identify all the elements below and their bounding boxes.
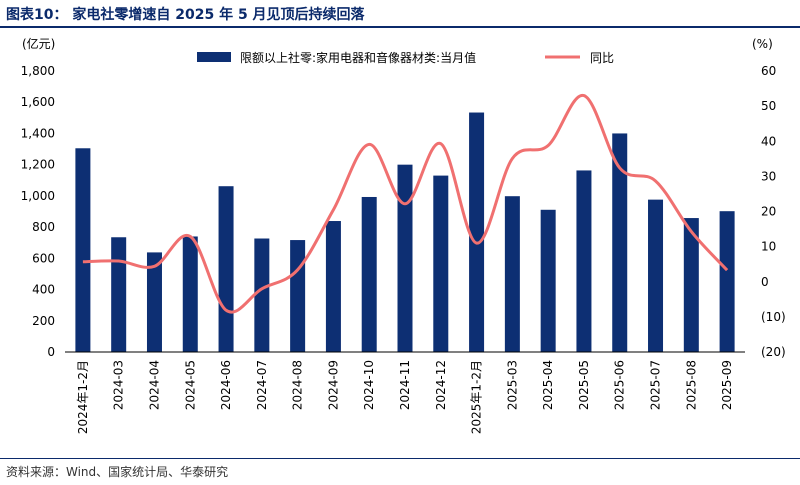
bar bbox=[648, 199, 664, 352]
bar bbox=[111, 237, 127, 352]
x-tick-label: 2025-08 bbox=[684, 360, 698, 410]
y-right-tick-label: 20 bbox=[761, 205, 776, 219]
y-right-tick-label: (10) bbox=[761, 310, 786, 324]
y-right-tick-label: 40 bbox=[761, 134, 776, 148]
y-left-tick-label: 1,400 bbox=[21, 126, 55, 140]
x-tick-label: 2025-03 bbox=[505, 360, 519, 410]
bar bbox=[576, 170, 592, 352]
legend: 限额以上社零:家用电器和音像器材类:当月值 同比 bbox=[197, 50, 614, 65]
y-left-tick-label: 800 bbox=[32, 220, 55, 234]
legend-line-label: 同比 bbox=[590, 51, 614, 65]
x-tick-label: 2024-05 bbox=[183, 360, 197, 410]
y-left-tick-label: 200 bbox=[32, 314, 55, 328]
line-series bbox=[82, 94, 729, 314]
bar bbox=[361, 196, 377, 352]
y-right-tick-label: 50 bbox=[761, 99, 776, 113]
bar bbox=[182, 236, 198, 352]
bar bbox=[254, 238, 270, 352]
source-divider bbox=[0, 458, 800, 459]
x-tick-label: 2024-12 bbox=[434, 360, 448, 410]
y-right-tick-label: 60 bbox=[761, 64, 776, 78]
bar bbox=[433, 175, 449, 352]
y-right-axis-label: (%) bbox=[752, 37, 773, 51]
y-left-tick-label: 400 bbox=[32, 283, 55, 297]
x-tick-label: 2024年1-2月 bbox=[76, 360, 90, 434]
bar bbox=[469, 112, 485, 352]
bar bbox=[325, 221, 341, 352]
yoy-line bbox=[82, 94, 729, 314]
y-left-axis-ticks: 0 200 400 600 800 1,000 1,200 1,400 1,600 1,800 bbox=[21, 64, 55, 359]
x-tick-label: 2025年1-2月 bbox=[470, 360, 484, 434]
x-tick-label: 2024-11 bbox=[398, 360, 412, 410]
x-axis: 2024年1-2月 2024-03 2024-04 2024-05 2024-06 202… bbox=[65, 351, 745, 434]
chart-title: 图表10： 家电社零增速自 2025 年 5 月见顶后持续回落 bbox=[6, 7, 365, 23]
bar bbox=[683, 218, 699, 352]
bar bbox=[504, 196, 520, 352]
y-left-axis-label: (亿元) bbox=[22, 36, 55, 51]
x-tick-label: 2025-06 bbox=[613, 360, 627, 410]
bar-series bbox=[75, 112, 735, 352]
bar bbox=[540, 209, 556, 352]
y-right-tick-label: 10 bbox=[761, 240, 776, 254]
bar bbox=[146, 252, 162, 352]
x-tick-label: 2024-09 bbox=[326, 360, 340, 410]
y-left-tick-label: 1,600 bbox=[21, 95, 55, 109]
bar-line-chart: (亿元) (%) 限额以上社零:家用电器和音像器材类:当月值 同比 020040… bbox=[21, 36, 786, 434]
x-tick-label: 2024-08 bbox=[291, 360, 305, 410]
x-tick-label: 2025-04 bbox=[541, 360, 555, 410]
legend-bar-label: 限额以上社零:家用电器和音像器材类:当月值 bbox=[240, 50, 476, 65]
bar bbox=[719, 211, 735, 352]
y-left-tick-label: 1,000 bbox=[21, 189, 55, 203]
source-note: 资料来源：Wind、国家统计局、华泰研究 bbox=[6, 465, 229, 479]
y-right-tick-label: 0 bbox=[761, 275, 769, 289]
x-tick-label: 2024-10 bbox=[362, 360, 376, 410]
y-right-tick-label: 30 bbox=[761, 169, 776, 183]
x-tick-label: 2025-07 bbox=[649, 360, 663, 410]
y-right-tick-label: (20) bbox=[761, 345, 786, 359]
x-tick-label: 2024-03 bbox=[112, 360, 126, 410]
legend-bar-swatch bbox=[197, 52, 231, 62]
bar bbox=[75, 148, 91, 352]
x-tick-label: 2024-06 bbox=[219, 360, 233, 410]
bar bbox=[612, 133, 628, 352]
bar bbox=[397, 164, 413, 352]
bar bbox=[290, 240, 306, 352]
bar bbox=[218, 186, 234, 352]
x-tick-label: 2024-04 bbox=[147, 360, 161, 410]
x-tick-label: 2025-05 bbox=[577, 360, 591, 410]
y-left-tick-label: 600 bbox=[32, 251, 55, 265]
y-left-tick-label: 1,800 bbox=[21, 64, 55, 78]
title-divider bbox=[0, 26, 800, 28]
y-left-tick-label: 0 bbox=[47, 345, 55, 359]
y-left-tick-label: 1,200 bbox=[21, 158, 55, 172]
x-tick-label: 2025-09 bbox=[720, 360, 734, 410]
x-tick-label: 2024-07 bbox=[255, 360, 269, 410]
y-right-axis-ticks: (20) (10) 0 10 20 30 40 50 60 bbox=[761, 64, 786, 359]
